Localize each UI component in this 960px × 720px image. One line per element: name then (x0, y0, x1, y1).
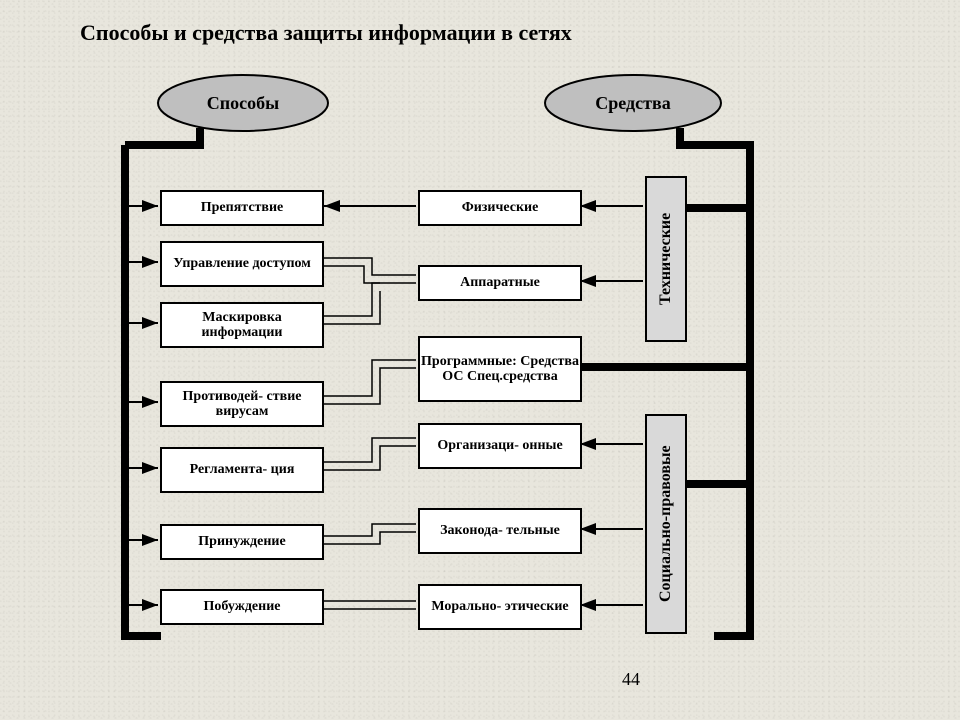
vbox-socialno-pravovye: Социально-правовые (645, 414, 687, 634)
box-upravlenie-dostupom: Управление доступом (160, 241, 324, 287)
box-moralno-eticheskie: Морально- этические (418, 584, 582, 630)
box-organizacionnye: Организаци- онные (418, 423, 582, 469)
page-number: 44 (622, 669, 640, 690)
box-protivodeystvie: Противодей- ствие вирусам (160, 381, 324, 427)
box-programmnye: Программные: Средства ОС Спец.средства (418, 336, 582, 402)
vbox-tehnicheskie: Технические (645, 176, 687, 342)
box-maskirovka: Маскировка информации (160, 302, 324, 348)
ellipse-means: Средства (545, 75, 721, 131)
box-fizicheskie: Физические (418, 190, 582, 226)
box-prinuzhdenie: Принуждение (160, 524, 324, 560)
box-prepyatstvie: Препятствие (160, 190, 324, 226)
box-reglamentaciya: Регламента- ция (160, 447, 324, 493)
box-pobuzhdenie: Побуждение (160, 589, 324, 625)
box-zakonodatelnye: Законода- тельные (418, 508, 582, 554)
box-apparatnye: Аппаратные (418, 265, 582, 301)
ellipse-methods: Способы (158, 75, 328, 131)
